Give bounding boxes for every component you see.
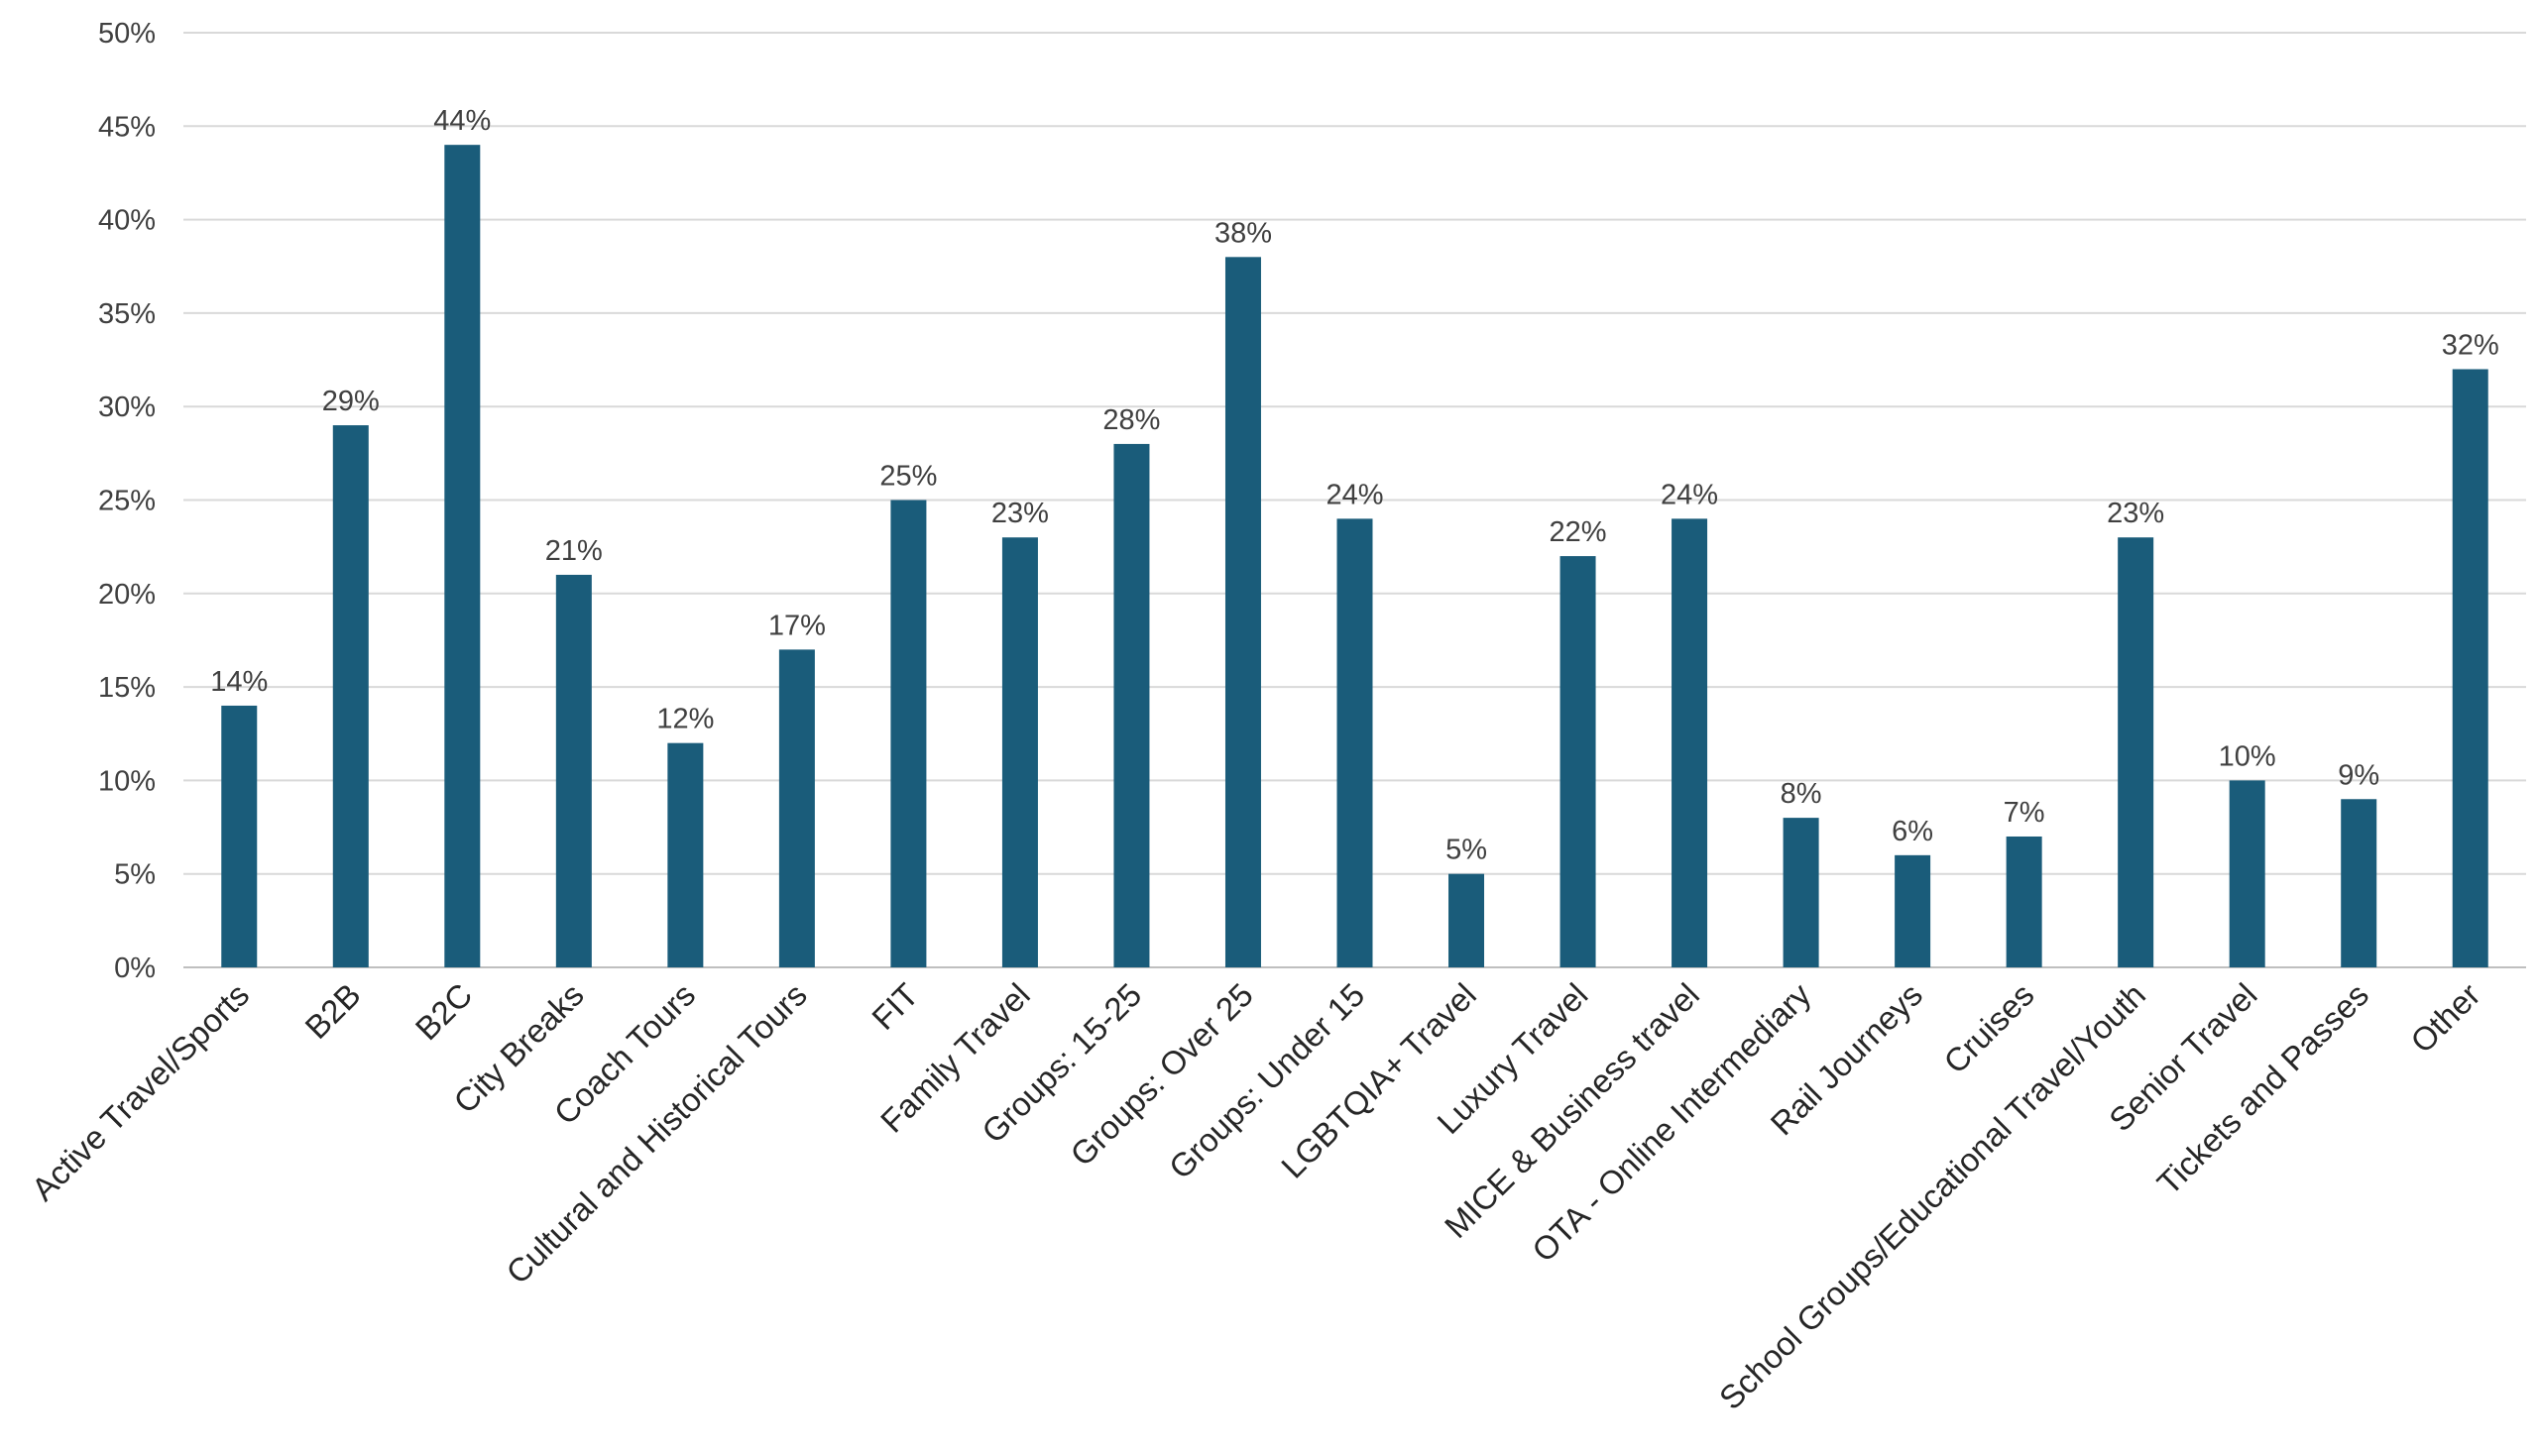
- bar: [2229, 780, 2265, 967]
- data-label: 9%: [2338, 759, 2379, 791]
- bar: [667, 742, 704, 967]
- y-tick-label: 45%: [98, 111, 156, 143]
- bar: [890, 500, 927, 967]
- data-labels: 14% 29% 44% 21% 12% 17% 25% 23% 28% 38% 24% 5% 22% 24…: [210, 105, 2499, 866]
- data-label: 8%: [1781, 778, 1822, 810]
- x-tick-label: School Groups/Educational Travel/Youth: [1712, 976, 2152, 1416]
- x-tick-label: Groups: Under 15: [1162, 976, 1372, 1186]
- data-label: 17%: [768, 610, 826, 641]
- data-label: 10%: [2219, 740, 2276, 772]
- y-tick-label: 30%: [98, 392, 156, 423]
- x-tick-label: Active Travel/Sports: [25, 976, 257, 1208]
- bar: [555, 574, 592, 967]
- bar: [2006, 836, 2042, 967]
- bar: [1336, 518, 1373, 967]
- data-label: 32%: [2442, 329, 2499, 361]
- y-tick-label: 20%: [98, 579, 156, 611]
- bar: [1448, 873, 1485, 967]
- bar: [1672, 518, 1708, 967]
- data-label: 29%: [322, 386, 380, 417]
- y-tick-label: 0%: [114, 952, 156, 984]
- bar: [1224, 257, 1261, 967]
- data-label: 23%: [991, 498, 1049, 529]
- y-tick-label: 10%: [98, 765, 156, 797]
- data-label: 21%: [545, 535, 603, 567]
- y-tick-label: 5%: [114, 859, 156, 891]
- y-tick-label: 35%: [98, 298, 156, 330]
- data-label: 44%: [433, 105, 491, 137]
- x-tick-label: LGBTQIA+ Travel: [1274, 976, 1483, 1185]
- data-label: 12%: [656, 704, 714, 735]
- bar: [1895, 854, 1931, 967]
- data-label: 14%: [210, 666, 268, 698]
- y-axis-ticks: 0% 5% 10% 15% 20% 25% 30% 35% 40% 45% 50%: [98, 18, 156, 984]
- bar: [1559, 556, 1596, 967]
- data-label: 24%: [1326, 479, 1383, 510]
- data-label: 25%: [879, 461, 937, 493]
- x-tick-label: Other: [2403, 976, 2487, 1061]
- data-label: 28%: [1102, 404, 1160, 436]
- bar: [221, 705, 258, 967]
- x-tick-label: B2C: [408, 976, 480, 1048]
- data-label: 7%: [2004, 797, 2045, 829]
- x-tick-label: B2B: [297, 976, 367, 1046]
- y-tick-label: 40%: [98, 205, 156, 237]
- data-label: 38%: [1214, 217, 1272, 249]
- x-tick-label: Cruises: [1936, 976, 2040, 1080]
- bar: [778, 649, 815, 967]
- bar: [444, 145, 481, 967]
- y-tick-label: 25%: [98, 486, 156, 517]
- x-tick-label: FIT: [865, 976, 925, 1037]
- bar: [1001, 537, 1038, 967]
- data-label: 22%: [1550, 516, 1607, 548]
- y-tick-label: 15%: [98, 672, 156, 704]
- data-label: 23%: [2107, 498, 2164, 529]
- bar: [1783, 818, 1819, 967]
- y-tick-label: 50%: [98, 18, 156, 50]
- data-label: 6%: [1892, 816, 1933, 847]
- x-tick-label: Tickets and Passes: [2150, 976, 2376, 1202]
- bar: [1113, 443, 1150, 967]
- bar: [2341, 799, 2377, 967]
- bars: [221, 145, 2488, 968]
- data-label: 24%: [1661, 479, 1718, 510]
- bar: [332, 425, 369, 967]
- bar: [2118, 537, 2154, 967]
- data-label: 5%: [1445, 835, 1487, 866]
- bar: [2452, 369, 2488, 968]
